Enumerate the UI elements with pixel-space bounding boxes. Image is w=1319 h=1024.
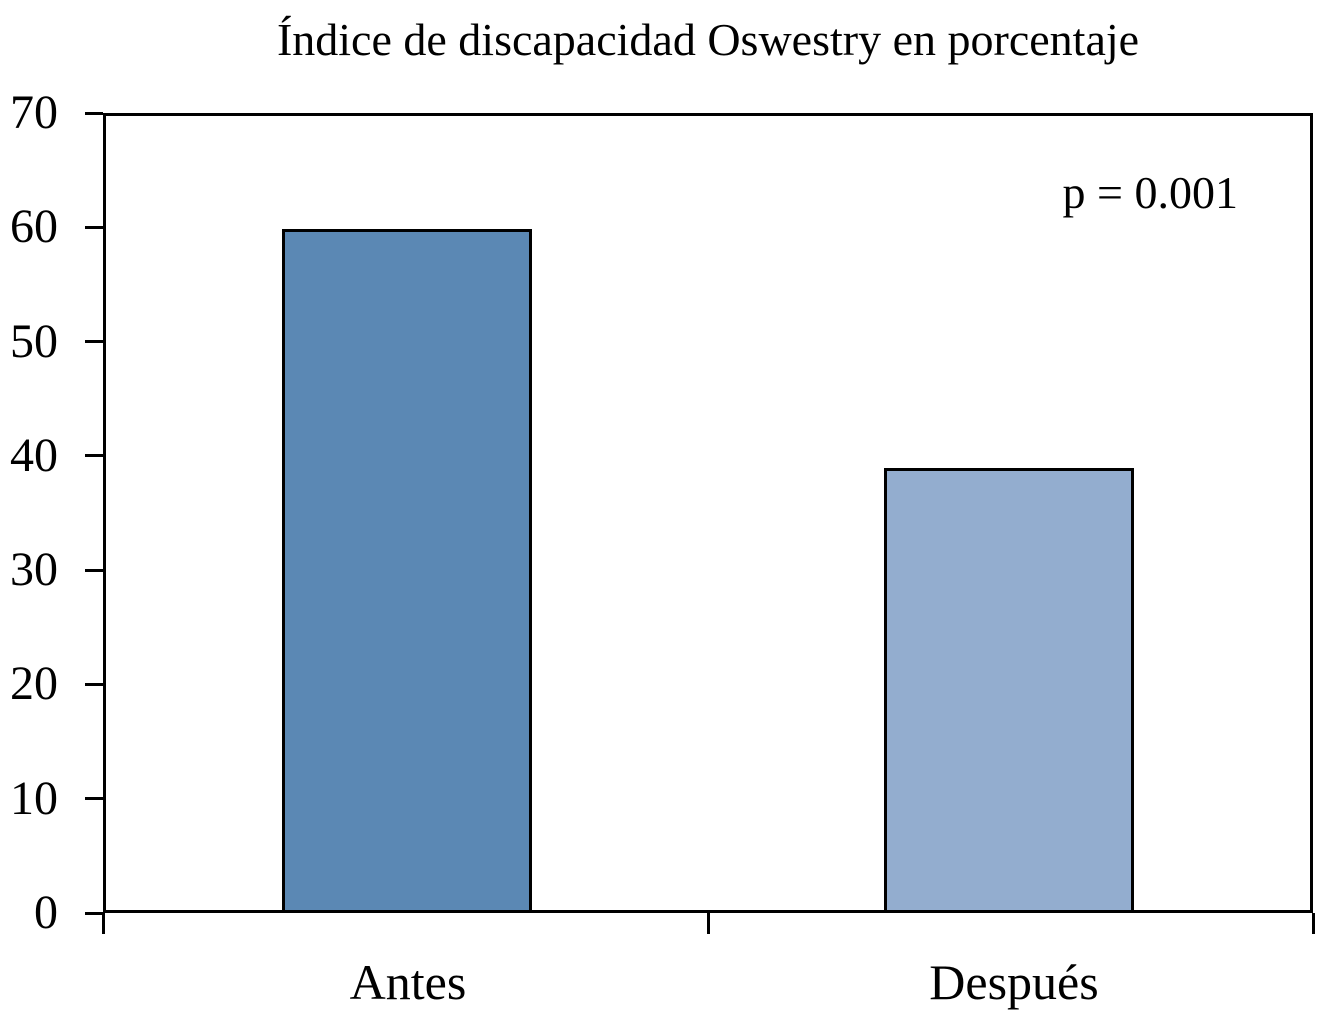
y-tick-mark <box>85 797 103 801</box>
y-tick-label: 70 <box>10 86 58 139</box>
y-tick-mark <box>85 911 103 915</box>
y-tick-label: 0 <box>34 886 58 939</box>
y-tick-label: 40 <box>10 428 58 482</box>
y-tick-label: 10 <box>10 771 58 825</box>
y-tick-label: 30 <box>10 543 58 597</box>
x-tick-mark <box>1311 913 1315 934</box>
bar-despues <box>884 467 1134 910</box>
y-tick-label: 50 <box>10 314 58 368</box>
chart-title: Índice de discapacidad Oswestry en porce… <box>276 14 1140 65</box>
y-tick-label: 60 <box>10 200 58 254</box>
y-tick-mark <box>85 225 103 229</box>
y-tick-mark <box>85 568 103 572</box>
x-tick-mark <box>101 913 105 934</box>
y-tick-label: 20 <box>10 657 58 711</box>
x-tick-mark <box>706 913 710 934</box>
y-tick-mark <box>85 682 103 686</box>
y-tick-mark <box>85 111 103 115</box>
y-tick-mark <box>85 454 103 458</box>
y-tick-mark <box>85 340 103 344</box>
plot-area: p = 0.001 <box>103 113 1313 913</box>
bar-antes <box>282 229 532 910</box>
category-label-despues: Después <box>929 954 1099 1010</box>
p-value-annotation: p = 0.001 <box>1062 167 1238 218</box>
category-label-antes: Antes <box>349 954 467 1010</box>
